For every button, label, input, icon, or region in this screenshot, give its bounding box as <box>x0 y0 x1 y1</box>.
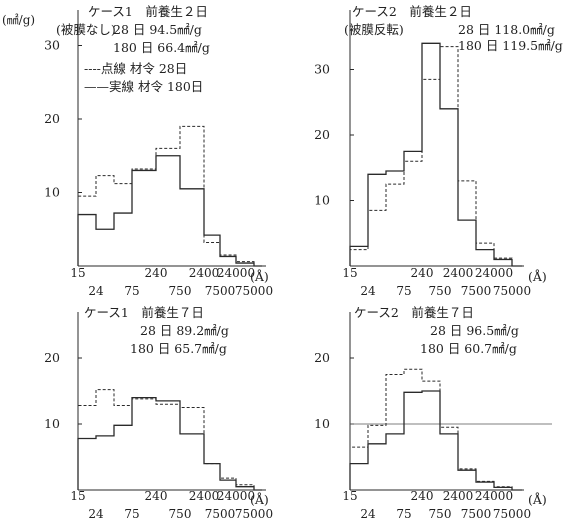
panel-2-x-unit-label: (Å) <box>528 269 547 284</box>
panel-3-title: ケース1 前養生７日 <box>84 305 204 320</box>
panel-4-y-tick-label: 10 <box>314 416 330 431</box>
panel-1-annotation-28: 28 日 94.5㎟/g <box>113 22 202 37</box>
panel-3-x-tick-label-lower: 75 <box>124 507 139 521</box>
panel-4-x-tick-label-lower: 24 <box>360 507 376 521</box>
panel-2-annotation-28: 28 日 118.0㎟/g <box>458 22 555 37</box>
panel-3-annotation-180: 180 日 65.7㎟/g <box>130 341 227 356</box>
panel-2-y-tick-label: 20 <box>314 127 330 142</box>
panel-4-title: ケース2 前養生７日 <box>354 305 474 320</box>
panel-2-x-tick-label-upper: 240 <box>411 266 434 280</box>
panel-2-x-tick-label-lower: 7500 <box>461 284 492 298</box>
panel-3-x-tick-label-upper: 15 <box>70 489 85 503</box>
panel-4-x-tick-label-upper: 2400 <box>443 489 474 503</box>
panel-1-x-tick-label-upper: 240 <box>145 266 168 280</box>
panel-1-series-dotted-line <box>77 125 262 267</box>
panel-4-x-tick-label-upper: 15 <box>342 489 357 503</box>
panel-2-y-tick-label: 10 <box>314 193 330 208</box>
panel-2-x-tick-label-lower: 24 <box>360 284 376 298</box>
panel-1-y-tick-label: 10 <box>44 185 60 200</box>
panel-4-x-tick-label-upper: 240 <box>411 489 434 503</box>
panel-1-x-tick-label-lower: 75000 <box>235 284 273 298</box>
panel-1-x-tick-label-lower: 750 <box>169 284 192 298</box>
panel-2-x-tick-label-lower: 75 <box>396 284 411 298</box>
legend-solid-entry: ——実線 材令 180日 <box>84 79 203 94</box>
panel-2-annotation-180: 180 日 119.5㎟/g <box>458 38 563 53</box>
panel-3-x-tick-label-lower: 750 <box>169 507 192 521</box>
panel-1-annotation-180: 180 日 66.4㎟/g <box>113 40 210 55</box>
panel-2-title: ケース2 前養生２日 <box>352 4 472 19</box>
panel-3-x-tick-label-lower: 7500 <box>205 507 236 521</box>
panel-4-x-tick-label-lower: 7500 <box>461 507 492 521</box>
panel-2-x-tick-label-upper: 15 <box>342 266 357 280</box>
panel-3-x-tick-label-lower: 24 <box>88 507 104 521</box>
panel-2-x-tick-label-upper: 24000 <box>475 266 513 280</box>
panel-4-series-dotted-line <box>349 368 522 491</box>
panel-2-y-tick-label: 30 <box>314 62 330 77</box>
panel-3-x-tick-label-lower: 75000 <box>235 507 273 521</box>
legend-dotted-entry: ----点線 材令 28日 <box>84 61 187 76</box>
panel-3-x-tick-label-upper: 24000 <box>217 489 255 503</box>
panel-4-x-tick-label-upper: 24000 <box>475 489 513 503</box>
panel-4-x-unit-label: (Å) <box>528 492 547 507</box>
y-axis-unit-label: (㎟/g) <box>2 13 35 27</box>
panel-1-x-tick-label-lower: 24 <box>88 284 104 298</box>
panel-3-annotation-28: 28 日 89.2㎟/g <box>140 323 229 338</box>
panel-1-x-unit-label: (Å) <box>250 269 269 284</box>
panel-3-series-dotted-line <box>77 389 262 491</box>
panel-2-subtitle: (被膜反転) <box>344 22 404 37</box>
panel-1-series-solid-line <box>77 155 262 267</box>
panel-4-y-tick-label: 20 <box>314 350 330 365</box>
panel-4-annotation-28: 28 日 96.5㎟/g <box>430 323 519 338</box>
panel-3-y-tick-label: 20 <box>44 350 60 365</box>
panel-1-y-tick-label: 30 <box>44 38 60 53</box>
panel-1-x-tick-label-upper: 24000 <box>217 266 255 280</box>
panel-3-y-tick-label: 10 <box>44 416 60 431</box>
panel-1-title: ケース1 前養生２日 <box>88 4 208 19</box>
panel-3-x-tick-label-upper: 240 <box>145 489 168 503</box>
panel-1-x-tick-label-upper: 2400 <box>189 266 220 280</box>
panel-2-series-solid-line <box>349 42 522 267</box>
panel-1-x-tick-label-lower: 7500 <box>205 284 236 298</box>
panel-3-series-solid-line <box>77 396 262 491</box>
panel-4-series-solid-line <box>349 390 522 491</box>
panel-4-annotation-180: 180 日 60.7㎟/g <box>420 341 517 356</box>
panel-4-x-tick-label-lower: 750 <box>429 507 452 521</box>
panel-1-x-tick-label-lower: 75 <box>124 284 139 298</box>
panel-2-x-tick-label-upper: 2400 <box>443 266 474 280</box>
panel-1-x-tick-label-upper: 15 <box>70 266 85 280</box>
panel-4-x-tick-label-lower: 75000 <box>493 507 531 521</box>
panel-1-y-tick-label: 20 <box>44 111 60 126</box>
panel-4-x-tick-label-lower: 75 <box>396 507 411 521</box>
panel-3-x-unit-label: (Å) <box>250 492 269 507</box>
panel-2-x-tick-label-lower: 75000 <box>493 284 531 298</box>
panel-2-x-tick-label-lower: 750 <box>429 284 452 298</box>
panel-2-series-dotted-line <box>349 46 522 267</box>
panel-1-subtitle: (被膜なし) <box>56 22 116 37</box>
panel-3-x-tick-label-upper: 2400 <box>189 489 220 503</box>
